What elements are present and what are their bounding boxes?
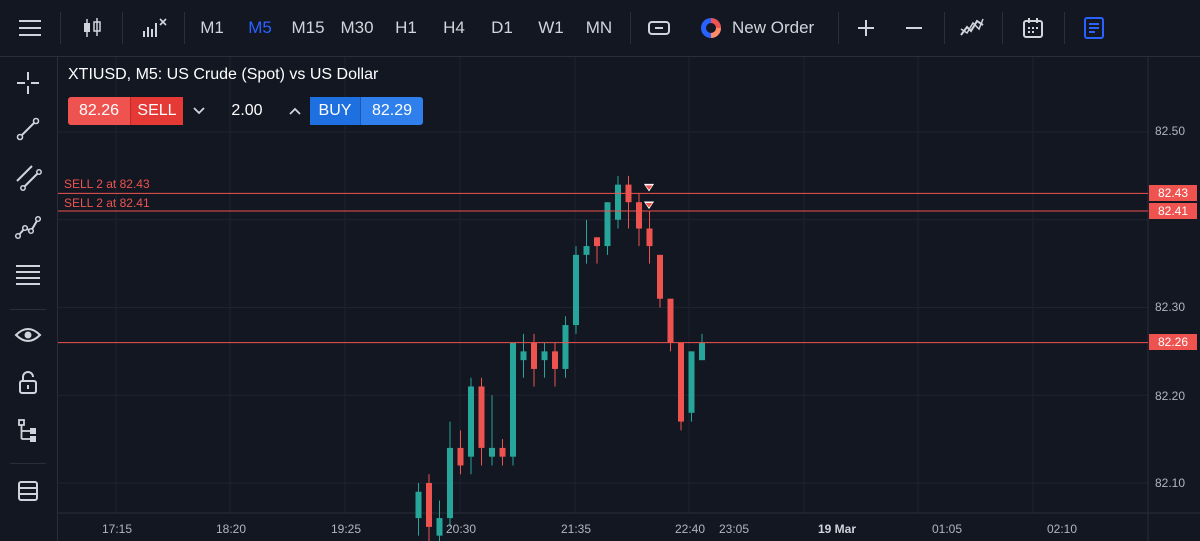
candle-body [699,342,705,361]
sell-order-marker [645,202,653,208]
buy-price[interactable]: 82.29 [360,97,423,125]
new-order-icon[interactable] [696,0,726,56]
sell-button[interactable]: SELL [130,97,183,125]
timeframe-h1[interactable]: H1 [395,18,417,37]
timeframe-d1[interactable]: D1 [491,18,513,37]
x-axis-label: 02:10 [1047,522,1078,536]
candle-body [531,342,537,369]
x-axis-label: 17:15 [102,522,133,536]
candle-body [688,351,695,413]
candle-body [468,386,474,457]
candle-body [478,386,485,448]
indicators-icon[interactable] [134,0,174,56]
symbol-title: XTIUSD, M5: US Crude (Spot) vs US Dollar [68,66,379,83]
timeframe-h4[interactable]: H4 [443,18,465,37]
candle-body [583,246,590,255]
increase-volume-icon[interactable] [280,97,310,125]
path-tool-icon[interactable] [8,207,48,247]
candlestick-chart-icon[interactable] [74,0,110,56]
left-toolbar [0,57,58,541]
object-tree-icon[interactable] [1076,0,1112,56]
top-toolbar: M1 M5 M15 M30 H1 H4 D1 W1 MN New Order [0,0,1200,57]
candle-body [667,298,674,343]
order-label-1[interactable]: SELL 2 at 82.43 [64,177,150,191]
x-axis-label: 21:35 [561,522,592,536]
sell-price[interactable]: 82.26 [68,97,130,125]
candle-body [646,228,653,247]
candle-body [541,351,548,361]
volume-input[interactable]: 2.00 [231,102,263,119]
order-label-2[interactable]: SELL 2 at 82.41 [64,196,150,210]
candle-body [447,447,453,519]
x-axis-label: 19 Mar [818,522,857,536]
buy-button[interactable]: BUY [310,97,360,125]
candle-body [415,491,422,519]
candle-body [426,483,432,527]
y-axis-label: 82.30 [1155,300,1186,314]
eye-icon[interactable] [8,315,48,355]
new-order-button[interactable]: New Order [732,18,815,37]
object-tree-structure-icon[interactable] [8,411,48,451]
fib-retracement-icon[interactable] [8,255,48,295]
timeframe-m5[interactable]: M5 [248,18,272,37]
lock-icon[interactable] [8,363,48,403]
candle-body [499,447,506,457]
candle-body [573,254,579,326]
decrease-volume-icon[interactable] [184,97,214,125]
order-price-tag: 82.43 [1149,185,1197,201]
link-chart-icon[interactable] [642,0,676,56]
x-axis-label: 01:05 [932,522,963,536]
x-axis-label: 20:30 [446,522,477,536]
menu-icon[interactable] [10,0,50,56]
x-axis-label: 22:40 [675,522,706,536]
calendar-icon[interactable] [1016,0,1050,56]
y-axis-label: 82.50 [1155,124,1186,138]
candle-body [552,351,558,369]
y-axis-label: 82.20 [1155,389,1186,403]
timeframe-mn[interactable]: MN [585,18,613,37]
candle-body [678,342,684,422]
sell-order-marker [645,185,653,190]
current-price-tag: 82.26 [1149,334,1197,350]
price-chart[interactable] [58,57,1200,541]
timeframe-m15[interactable]: M15 [291,18,325,37]
candle-body [594,237,600,247]
candle-body [520,351,527,361]
candle-body [615,184,621,220]
trend-line-icon[interactable] [8,109,48,149]
timeframe-m1[interactable]: M1 [200,18,224,37]
channel-tool-icon[interactable] [8,157,48,197]
candle-body [604,202,611,247]
candle-body [436,518,443,536]
zoom-out-icon[interactable] [898,0,930,56]
candle-body [657,254,663,299]
x-axis-label: 18:20 [216,522,247,536]
timeframe-w1[interactable]: W1 [538,18,564,37]
candle-body [489,447,495,457]
trend-indicator-icon[interactable] [954,0,990,56]
x-axis-label: 19:25 [331,522,362,536]
candle-body [636,202,642,229]
timeframe-m30[interactable]: M30 [340,18,374,37]
y-axis-label: 82.10 [1155,476,1186,490]
candle-body [562,325,569,369]
crosshair-icon[interactable] [8,63,48,103]
zoom-in-icon[interactable] [850,0,882,56]
candle-body [510,342,516,457]
x-axis-label: 23:05 [719,522,750,536]
order-price-tag: 82.41 [1149,203,1197,219]
candle-body [457,447,464,466]
data-window-icon[interactable] [8,471,48,511]
